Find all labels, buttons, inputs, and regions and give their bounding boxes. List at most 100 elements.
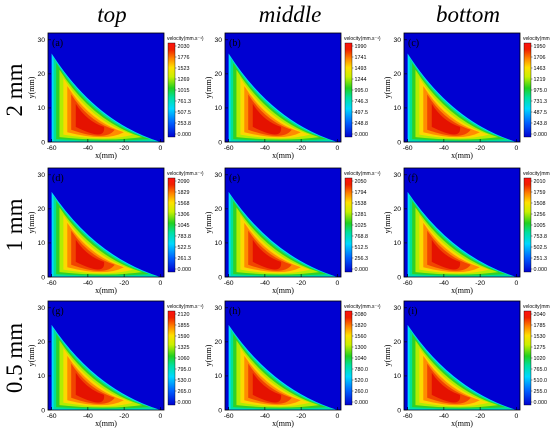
colorbar-tick-label: 731.3 [534, 99, 548, 105]
colorbar-tick-label: 1820 [355, 323, 367, 329]
x-axis-label: x(mm) [272, 419, 294, 428]
x-axis-label: x(mm) [451, 286, 473, 295]
colorbar [167, 177, 176, 273]
velocity-wedge [228, 191, 338, 277]
colorbar [523, 310, 532, 406]
x-tick-label: 0 [514, 280, 518, 287]
colorbar-tick-label: 1776 [178, 55, 190, 61]
colorbar-tick-label: 1020 [534, 356, 546, 362]
colorbar-title: velocity(mm.s⁻¹) [167, 304, 204, 310]
colorbar-tick-label: 1568 [178, 201, 190, 207]
colorbar-tick-label: 530.0 [178, 378, 192, 384]
x-tick-label: -20 [119, 145, 129, 152]
panel-label: (b) [229, 38, 241, 49]
x-axis-label: x(mm) [451, 419, 473, 428]
colorbar-tick-label: 0.000 [534, 267, 548, 273]
y-tick-label: 20 [37, 71, 45, 78]
colorbar-tick-label: 261.3 [178, 256, 192, 262]
plot-frame [224, 300, 342, 411]
x-axis-label: x(mm) [272, 286, 294, 295]
x-tick-label: 0 [335, 280, 339, 287]
x-tick-label: -40 [439, 145, 449, 152]
colorbar-tick-label: 1706 [534, 55, 546, 61]
y-tick-label: 10 [214, 240, 222, 247]
contour-panel: (f) -60 -40 -20 0 0 10 20 30 x(mm) y(mm) velocity(m… [383, 167, 550, 295]
y-tick-label: 20 [214, 339, 222, 346]
y-axis-label: y(mm) [27, 76, 36, 98]
y-tick-label: 0 [41, 274, 45, 281]
y-tick-label: 30 [393, 305, 401, 312]
colorbar-tick-label: 248.8 [355, 121, 369, 127]
y-axis-label: y(mm) [27, 211, 36, 233]
colorbar-tick-label: 1794 [355, 190, 367, 196]
colorbar-tick-label: 783.8 [178, 234, 192, 240]
x-tick-label: -40 [83, 145, 93, 152]
colorbar-tick-label: 510.0 [534, 378, 548, 384]
velocity-band [75, 372, 105, 403]
y-tick-label: 0 [397, 274, 401, 281]
colorbar-tick-label: 0.000 [178, 400, 192, 406]
y-tick-label: 10 [214, 373, 222, 380]
x-tick-label: -60 [403, 145, 413, 152]
x-tick-label: -20 [119, 413, 129, 420]
colorbar-title: velocity(mm.s⁻¹) [523, 36, 550, 42]
colorbar [344, 177, 353, 273]
colorbar [523, 42, 532, 138]
colorbar-tick-label: 1300 [355, 345, 367, 351]
x-tick-label: -40 [260, 280, 270, 287]
colorbar-tick-label: 0.000 [178, 267, 192, 273]
velocity-wedge [228, 53, 338, 142]
colorbar-title: velocity(mm.s⁻¹) [344, 304, 381, 310]
y-tick-label: 10 [393, 105, 401, 112]
y-axis-label: y(mm) [27, 344, 36, 366]
colorbar-tick-label: 765.0 [534, 367, 548, 373]
colorbar-tick-label: 1855 [178, 323, 190, 329]
colorbar-tick-label: 1256 [534, 212, 546, 218]
colorbar-title: velocity(mm.s⁻¹) [167, 171, 204, 177]
y-tick-label: 0 [397, 139, 401, 146]
x-tick-label: 0 [514, 413, 518, 420]
colorbar-tick-label: 1741 [355, 55, 367, 61]
velocity-wedge [51, 191, 161, 277]
x-tick-label: 0 [335, 413, 339, 420]
colorbar-tick-label: 256.3 [355, 256, 369, 262]
colorbar-tick-label: 1269 [178, 77, 190, 83]
colorbar-tick-label: 1244 [355, 77, 367, 83]
y-tick-label: 30 [393, 37, 401, 44]
colorbar-tick-label: 2040 [534, 312, 546, 318]
colorbar-tick-label: 1829 [178, 190, 190, 196]
y-axis-label: y(mm) [383, 76, 392, 98]
colorbar-tick-label: 251.3 [534, 256, 548, 262]
colorbar-tick-label: 1325 [178, 345, 190, 351]
colorbar-tick-label: 502.5 [534, 245, 548, 251]
colorbar-tick-label: 243.8 [534, 121, 548, 127]
colorbar-tick-label: 1560 [355, 334, 367, 340]
y-tick-label: 10 [393, 373, 401, 380]
y-axis-label: y(mm) [204, 344, 213, 366]
colorbar-tick-label: 1538 [355, 201, 367, 207]
colorbar-title: velocity(mm.s⁻¹) [523, 171, 550, 177]
colorbar-tick-label: 2080 [355, 312, 367, 318]
contour-panel: (c) -60 -40 -20 0 0 10 20 30 x(mm) y(mm) velocity(m… [383, 32, 550, 160]
y-tick-label: 10 [37, 373, 45, 380]
x-tick-label: -40 [439, 413, 449, 420]
x-tick-label: 0 [158, 413, 162, 420]
x-tick-label: 0 [335, 145, 339, 152]
colorbar [167, 42, 176, 138]
panel-label: (c) [408, 38, 419, 49]
y-tick-label: 20 [393, 206, 401, 213]
x-tick-label: -40 [260, 145, 270, 152]
colorbar-tick-label: 1306 [178, 212, 190, 218]
velocity-band [431, 239, 461, 270]
velocity-wedge [51, 324, 161, 410]
panel-label: (d) [52, 173, 64, 184]
y-tick-label: 0 [41, 139, 45, 146]
x-tick-label: -40 [83, 413, 93, 420]
colorbar-tick-label: 2010 [534, 179, 546, 185]
y-tick-label: 30 [214, 305, 222, 312]
colorbar-tick-label: 487.5 [534, 110, 548, 116]
colorbar-tick-label: 1493 [355, 66, 367, 72]
y-tick-label: 10 [393, 240, 401, 247]
colorbar-tick-label: 1005 [534, 223, 546, 229]
colorbar-tick-label: 0.000 [355, 132, 369, 138]
